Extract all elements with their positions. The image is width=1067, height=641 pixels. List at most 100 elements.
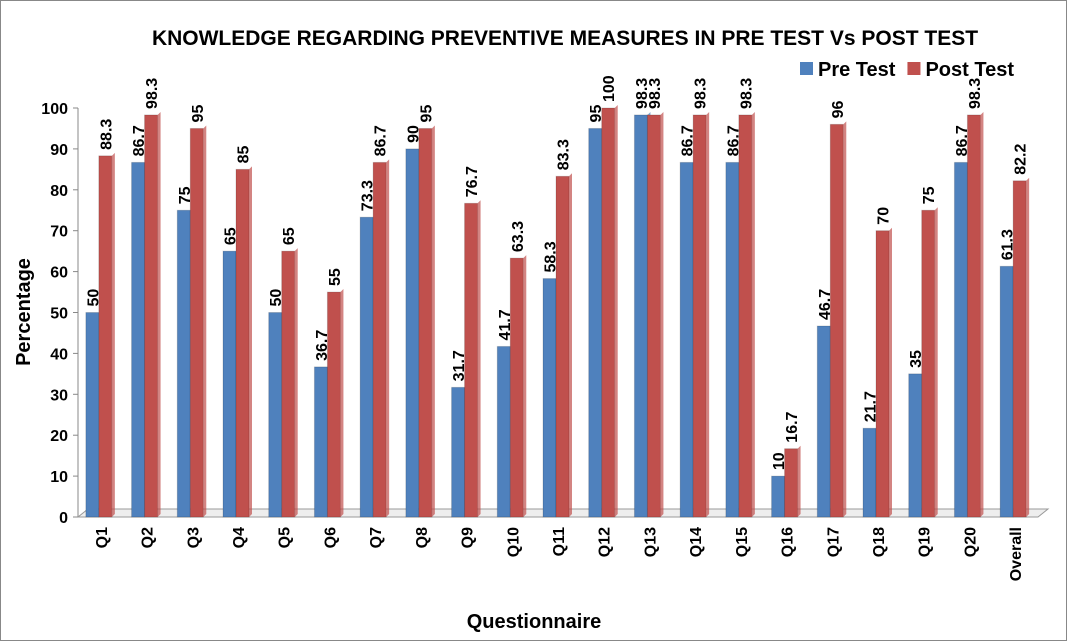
value-label: 88.3 bbox=[98, 119, 115, 150]
bar bbox=[999, 265, 1014, 518]
bar-side bbox=[980, 111, 984, 517]
bar-side bbox=[934, 207, 938, 517]
y-tick-label: 0 bbox=[59, 510, 68, 527]
x-tick-label: Q8 bbox=[414, 527, 431, 548]
bar bbox=[281, 250, 296, 518]
value-label: 86.7 bbox=[954, 125, 971, 156]
bar bbox=[509, 257, 524, 518]
y-tick-label: 40 bbox=[50, 346, 68, 363]
bar-side bbox=[111, 152, 115, 517]
bar-side bbox=[431, 125, 435, 517]
bar-side bbox=[569, 173, 572, 518]
bar bbox=[85, 312, 100, 518]
x-tick-label: Q7 bbox=[368, 527, 385, 548]
value-label: 98.3 bbox=[144, 78, 161, 109]
value-label: 75 bbox=[177, 186, 194, 204]
bar bbox=[875, 230, 890, 518]
x-tick-label: Q17 bbox=[825, 527, 842, 557]
bar-side bbox=[249, 166, 252, 517]
bar bbox=[784, 448, 799, 518]
legend-swatch bbox=[907, 62, 921, 75]
bar bbox=[144, 114, 159, 518]
y-axis-label: Percentage bbox=[13, 258, 35, 366]
bar bbox=[176, 209, 191, 518]
x-axis-label: Questionnaire bbox=[467, 611, 601, 633]
bar-side bbox=[751, 111, 755, 517]
bar-side bbox=[294, 248, 298, 517]
legend-label: Post Test bbox=[925, 59, 1014, 81]
value-label: 86.7 bbox=[131, 125, 148, 156]
value-label: 65 bbox=[223, 227, 240, 245]
bar bbox=[418, 127, 433, 518]
bar-side bbox=[523, 255, 527, 517]
x-tick-label: Q13 bbox=[642, 527, 659, 557]
value-label: 61.3 bbox=[1000, 229, 1017, 260]
bar bbox=[1012, 180, 1027, 518]
x-tick-label: Q18 bbox=[871, 527, 888, 557]
x-tick-label: Overall bbox=[1008, 527, 1025, 581]
y-tick-label: 10 bbox=[50, 469, 68, 486]
value-label: 55 bbox=[327, 268, 344, 286]
bar-side bbox=[203, 125, 207, 517]
value-label: 98.3 bbox=[634, 78, 651, 109]
bar bbox=[953, 161, 968, 518]
x-tick-label: Q5 bbox=[277, 527, 294, 548]
y-tick-label: 20 bbox=[50, 428, 68, 445]
y-tick-label: 100 bbox=[41, 101, 68, 118]
bar bbox=[222, 250, 237, 518]
bar bbox=[908, 373, 923, 518]
x-tick-label: Q3 bbox=[185, 527, 202, 548]
value-label: 58.3 bbox=[543, 241, 560, 272]
x-tick-label: Q16 bbox=[780, 527, 797, 557]
value-label: 95 bbox=[588, 105, 605, 123]
bar-side bbox=[1026, 177, 1030, 517]
bar bbox=[359, 216, 374, 518]
value-label: 100 bbox=[601, 75, 618, 102]
value-label: 50 bbox=[85, 289, 102, 307]
bar bbox=[725, 161, 740, 518]
value-label: 31.7 bbox=[451, 350, 468, 381]
value-label: 86.7 bbox=[725, 125, 742, 156]
bar bbox=[496, 345, 511, 518]
value-label: 73.3 bbox=[360, 180, 377, 211]
bar-side bbox=[706, 111, 710, 517]
value-label: 21.7 bbox=[863, 391, 880, 422]
y-tick-label: 60 bbox=[50, 265, 68, 282]
value-label: 90 bbox=[405, 125, 422, 143]
value-label: 75 bbox=[921, 186, 938, 204]
bar bbox=[189, 127, 204, 518]
value-label: 36.7 bbox=[314, 330, 331, 361]
bar bbox=[679, 161, 694, 518]
y-tick-label: 90 bbox=[50, 142, 68, 159]
value-label: 98.3 bbox=[967, 78, 984, 109]
bar-side bbox=[660, 111, 664, 517]
chart-title: KNOWLEDGE REGARDING PREVENTIVE MEASURES … bbox=[151, 27, 979, 50]
bar bbox=[313, 366, 328, 518]
x-tick-label: Q11 bbox=[551, 527, 568, 556]
bar bbox=[588, 127, 603, 518]
value-label: 98.3 bbox=[738, 78, 755, 109]
bar bbox=[326, 291, 341, 518]
value-label: 85 bbox=[236, 145, 253, 163]
x-tick-label: Q20 bbox=[962, 527, 979, 557]
x-tick-label: Q6 bbox=[322, 527, 339, 548]
bar-side bbox=[889, 227, 892, 517]
value-label: 76.7 bbox=[464, 166, 481, 197]
value-label: 35 bbox=[908, 350, 925, 368]
y-tick-label: 80 bbox=[50, 183, 68, 200]
x-tick-label: Q14 bbox=[688, 527, 705, 557]
bar bbox=[268, 312, 283, 518]
x-tick-label: Q19 bbox=[917, 527, 934, 557]
bar bbox=[633, 114, 648, 518]
bar-side bbox=[614, 105, 618, 517]
value-label: 46.7 bbox=[817, 289, 834, 320]
bar bbox=[98, 155, 113, 518]
bar bbox=[966, 114, 981, 518]
legend-label: Pre Test bbox=[818, 59, 896, 81]
bar bbox=[692, 114, 707, 518]
x-tick-label: Q4 bbox=[231, 527, 248, 548]
bar bbox=[646, 114, 661, 518]
bar bbox=[601, 107, 616, 518]
